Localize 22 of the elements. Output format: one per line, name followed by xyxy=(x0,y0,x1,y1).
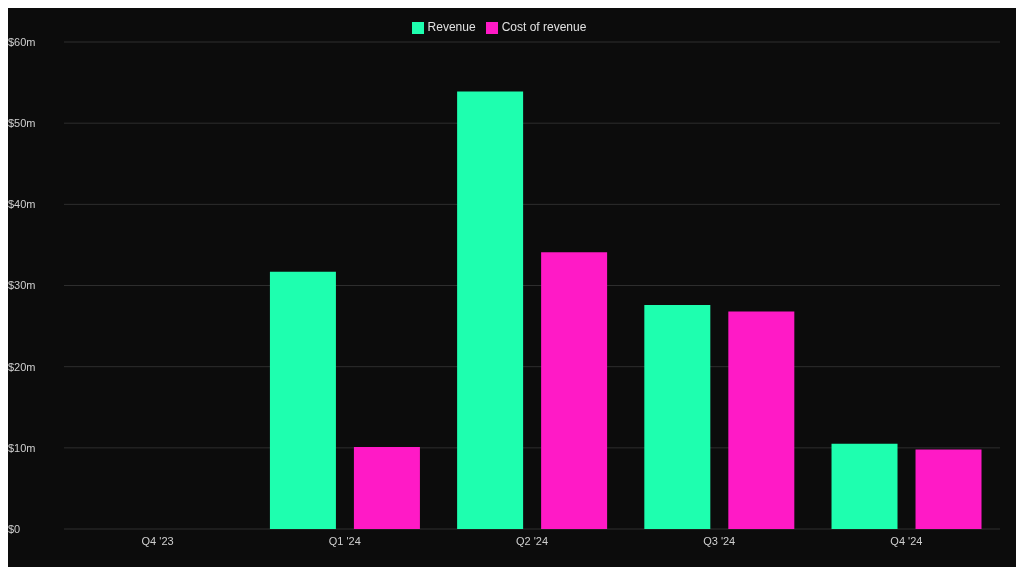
y-tick-label: $30m xyxy=(8,279,36,292)
y-tick-label: $0 xyxy=(8,522,21,535)
x-tick-label: Q4 '23 xyxy=(141,534,174,547)
y-tick-label: $20m xyxy=(8,360,36,373)
legend-label: Revenue xyxy=(427,20,476,34)
bar xyxy=(728,311,795,529)
bar xyxy=(644,304,711,529)
bar xyxy=(831,443,898,529)
bar xyxy=(269,271,336,529)
bar xyxy=(353,447,420,529)
x-tick-label: Q1 '24 xyxy=(328,534,361,547)
y-tick-label: $60m xyxy=(8,35,36,48)
y-tick-label: $50m xyxy=(8,117,36,130)
legend-label: Cost of revenue xyxy=(501,20,587,34)
x-tick-label: Q3 '24 xyxy=(703,534,736,547)
y-tick-label: $10m xyxy=(8,441,36,454)
bar xyxy=(457,91,524,529)
bar xyxy=(915,449,982,529)
y-tick-label: $40m xyxy=(8,198,36,211)
x-tick-label: Q4 '24 xyxy=(890,534,923,547)
bar xyxy=(541,252,608,529)
x-tick-label: Q2 '24 xyxy=(515,534,549,547)
